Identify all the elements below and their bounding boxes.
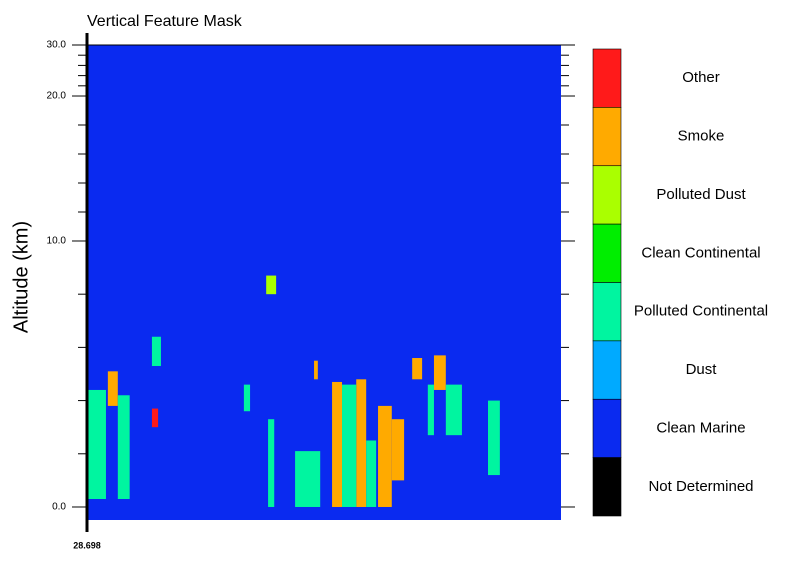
feature (391, 419, 405, 481)
legend-label: Dust (686, 361, 718, 378)
legend-label: Other (682, 69, 720, 86)
legend-label: Polluted Continental (634, 303, 768, 320)
feature (342, 384, 357, 507)
y-axis-label: Altitude (km) (10, 221, 32, 333)
y-tick-label: 30.0 (47, 40, 67, 51)
legend-swatch (592, 165, 622, 225)
feature (427, 384, 434, 436)
feature (433, 355, 446, 390)
legend-label: Clean Continental (641, 244, 760, 261)
feature (488, 400, 500, 476)
feature (268, 419, 275, 507)
legend-swatch (592, 457, 622, 517)
feature (332, 381, 343, 507)
chart-title: Vertical Feature Mask (87, 13, 243, 30)
x-tick-label: 28.698 (73, 540, 101, 550)
legend-swatch (592, 107, 622, 167)
feature (87, 389, 106, 500)
legend-swatch (592, 398, 622, 458)
feature (366, 440, 377, 507)
legend-label: Smoke (678, 128, 725, 145)
feature (314, 360, 318, 380)
legend-swatch (592, 223, 622, 283)
feature (266, 275, 277, 295)
feature (378, 405, 392, 507)
y-tick-label: 10.0 (47, 236, 67, 247)
plot-background (87, 45, 561, 520)
feature (356, 379, 367, 507)
y-tick-label: 20.0 (47, 91, 67, 102)
legend-swatch (592, 282, 622, 342)
feature (117, 395, 130, 500)
feature (412, 358, 423, 380)
feature (151, 336, 161, 367)
legend-label: Clean Marine (656, 419, 745, 436)
feature (243, 384, 251, 412)
y-tick-label: 0.0 (52, 502, 66, 513)
legend-swatch (592, 48, 622, 108)
legend-label: Polluted Dust (656, 186, 746, 203)
legend-swatch (592, 340, 622, 400)
feature (445, 384, 462, 436)
legend-label: Not Determined (648, 478, 753, 495)
feature (151, 408, 159, 428)
feature (295, 451, 321, 507)
feature (107, 371, 118, 406)
